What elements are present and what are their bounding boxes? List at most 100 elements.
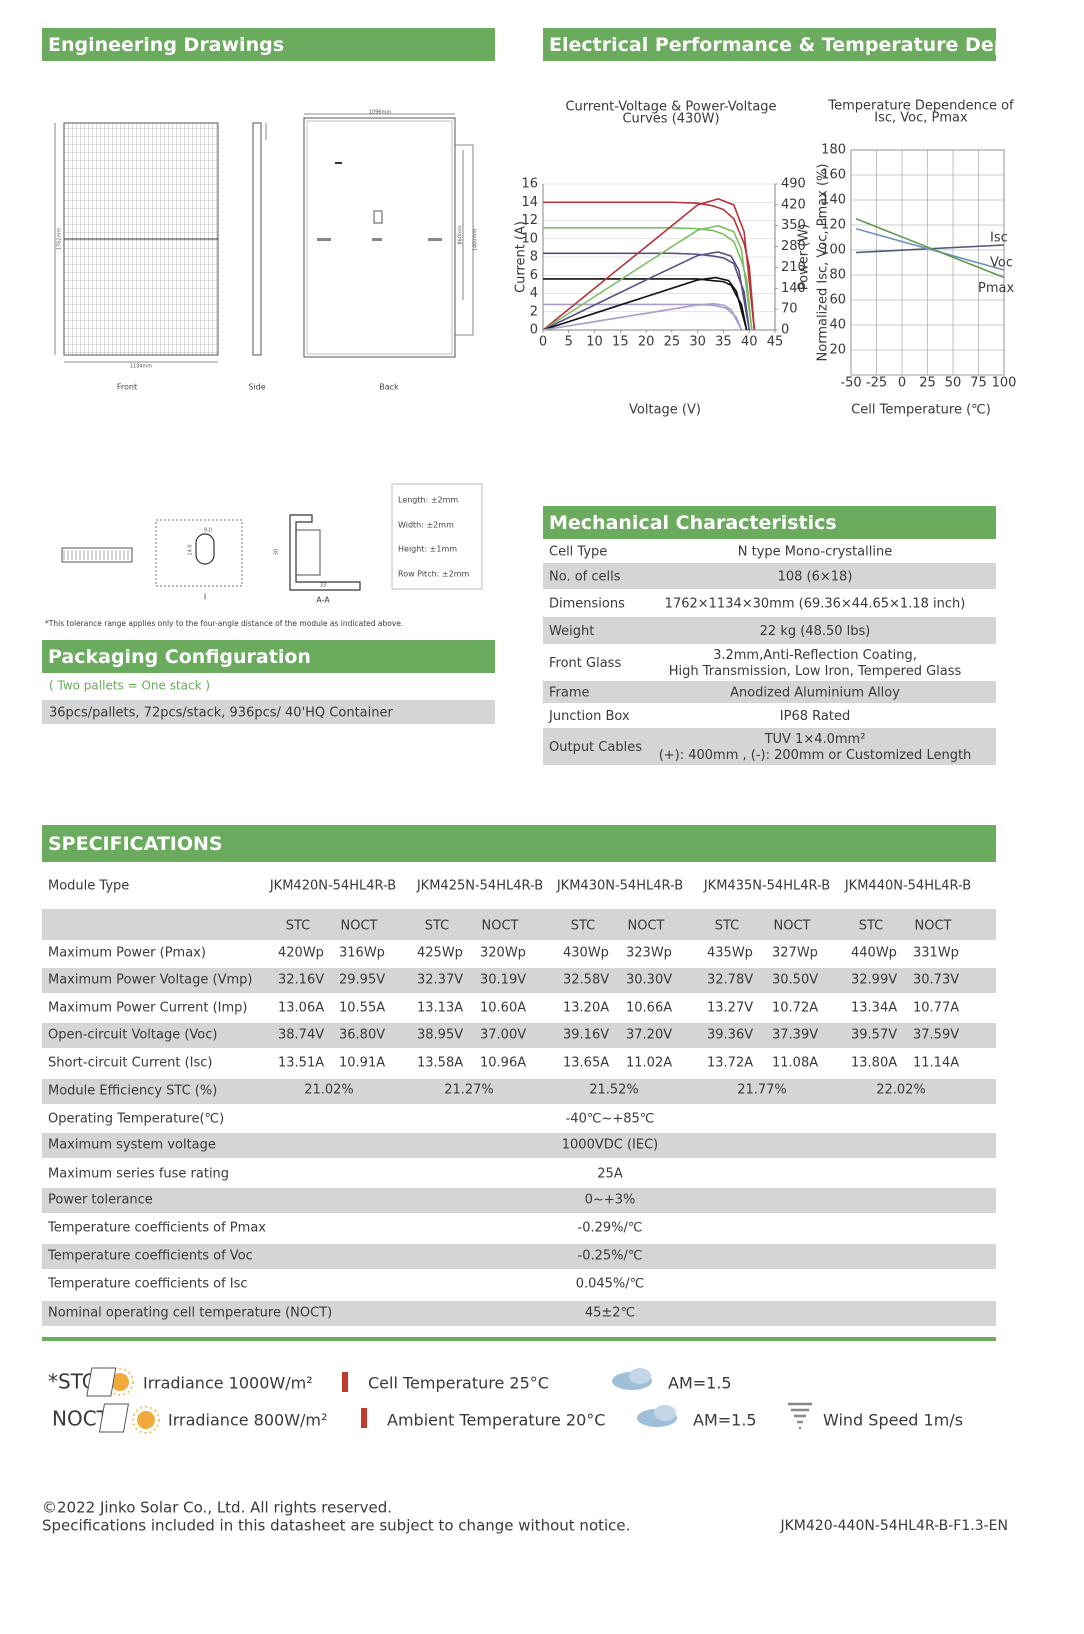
spec-value: 11.14A — [913, 1056, 959, 1071]
spec-value: 10.55A — [339, 1001, 385, 1016]
x-tick-label: 75 — [970, 376, 987, 391]
y-tick-label: 0 — [530, 323, 538, 338]
row-band — [543, 728, 996, 765]
x-axis-label: Cell Temperature (℃) — [851, 403, 991, 418]
row-label: Cell Type — [549, 545, 607, 560]
row-band — [543, 681, 996, 703]
row-band — [543, 563, 996, 589]
tolerance: Width: ±2mm — [398, 521, 454, 530]
section-title: Electrical Performance & Temperature Dep… — [549, 34, 1084, 56]
x-tick-label: 5 — [565, 335, 573, 350]
row-band — [42, 1301, 996, 1326]
row-label: Temperature coefficients of Voc — [47, 1249, 253, 1264]
spec-value: 323Wp — [626, 946, 672, 961]
spec-value: 25A — [597, 1167, 623, 1182]
row-label: Junction Box — [548, 709, 630, 724]
x-tick-label: 40 — [741, 335, 758, 350]
module-type: JKM440N-54HL4R-B — [844, 879, 971, 894]
spec-value: 13.06A — [278, 1001, 324, 1016]
x-tick-label: 50 — [945, 376, 962, 391]
sun-icon — [137, 1411, 155, 1429]
y-tick-label: 80 — [829, 268, 846, 283]
series-line — [542, 276, 748, 331]
spec-value: 39.36V — [707, 1028, 753, 1043]
y2-tick-label: 140 — [781, 281, 806, 296]
spec-value: 420Wp — [278, 946, 324, 961]
chart-title: Temperature Dependence of — [827, 99, 1014, 114]
spec-value: 13.27V — [707, 1001, 753, 1016]
spec-value: 10.72A — [772, 1001, 818, 1016]
condition-header: STC — [425, 919, 450, 934]
row-label: Power tolerance — [48, 1193, 153, 1208]
row-value: (+): 400mm , (-): 200mm or Customized Le… — [659, 748, 972, 763]
spec-value: 0.045%/℃ — [576, 1277, 645, 1292]
series-line — [543, 201, 756, 331]
y-tick-label: 140 — [821, 193, 846, 208]
condition: Ambient Temperature 20°C — [387, 1411, 605, 1430]
spec-value: 38.95V — [417, 1028, 463, 1043]
spec-value: 37.39V — [772, 1028, 818, 1043]
cloud-icon — [654, 1405, 676, 1421]
chart-title: Isc, Voc, Pmax — [874, 111, 968, 126]
row-band — [42, 968, 996, 993]
row-label: No. of cells — [549, 570, 621, 585]
divider — [42, 1337, 996, 1341]
y-tick-label: 40 — [829, 318, 846, 333]
y-tick-label: 4 — [530, 286, 538, 301]
spec-value: 21.52% — [589, 1083, 639, 1098]
y2-tick-label: 0 — [781, 323, 789, 338]
x-tick-label: 20 — [638, 335, 655, 350]
spec-value: 331Wp — [913, 946, 959, 961]
row-band — [42, 700, 495, 724]
spec-value: 39.16V — [563, 1028, 609, 1043]
side-drawing — [252, 122, 267, 356]
spec-value: -40℃~+85℃ — [566, 1112, 655, 1127]
spec-value: 36.80V — [339, 1028, 385, 1043]
doc-code: JKM420-440N-54HL4R-B-F1.3-EN — [779, 1518, 1008, 1534]
condition-header: STC — [571, 919, 596, 934]
y-axis-label: Current (A) — [514, 221, 529, 293]
row-label: Module Type — [48, 879, 129, 894]
dim-label: 9.0 — [204, 528, 212, 534]
condition: AM=1.5 — [693, 1411, 757, 1430]
y-tick-label: 10 — [521, 231, 538, 246]
module-type: JKM435N-54HL4R-B — [703, 879, 830, 894]
y-tick-label: 120 — [821, 218, 846, 233]
packaging-row: 36pcs/pallets, 72pcs/stack, 936pcs/ 40'H… — [49, 706, 393, 721]
row-label: Short-circuit Current (Isc) — [48, 1056, 212, 1071]
series-label: Pmax — [978, 281, 1014, 296]
spec-value: 316Wp — [339, 946, 385, 961]
condition-header: STC — [286, 919, 311, 934]
series-line — [855, 218, 1005, 279]
y-tick-label: 20 — [829, 343, 846, 358]
y-tick-label: 100 — [821, 243, 846, 258]
series-line — [542, 198, 756, 331]
spec-value: 435Wp — [707, 946, 753, 961]
tolerance: Height: ±1mm — [398, 545, 457, 554]
x-tick-label: 0 — [539, 335, 547, 350]
side-caption: Side — [248, 383, 265, 392]
y-tick-label: 6 — [530, 268, 538, 283]
tolerance-note: *This tolerance range applies only to th… — [45, 619, 403, 628]
row-label: Maximum Power Voltage (Vmp) — [48, 973, 252, 988]
y-tick-label: 12 — [521, 213, 538, 228]
spec-value: 21.27% — [444, 1083, 494, 1098]
spec-value: 11.08A — [772, 1056, 818, 1071]
sun-ray — [132, 1406, 160, 1434]
row-label: Weight — [549, 624, 594, 639]
y2-axis-label: Power (W) — [797, 224, 812, 290]
series-line — [543, 278, 748, 331]
y2-tick-label: 70 — [781, 302, 798, 317]
tolerance-box — [391, 483, 483, 590]
back-drawing — [303, 113, 474, 358]
spec-value: 13.65A — [563, 1056, 609, 1071]
x-tick-label: 15 — [612, 335, 629, 350]
dim-label: 33 — [320, 583, 326, 589]
back-outer: 1400mm — [473, 229, 479, 252]
front-height: 1762mm — [57, 228, 63, 251]
section-title: Engineering Drawings — [48, 34, 284, 56]
x-tick-label: 30 — [689, 335, 706, 350]
y2-tick-label: 420 — [781, 197, 806, 212]
